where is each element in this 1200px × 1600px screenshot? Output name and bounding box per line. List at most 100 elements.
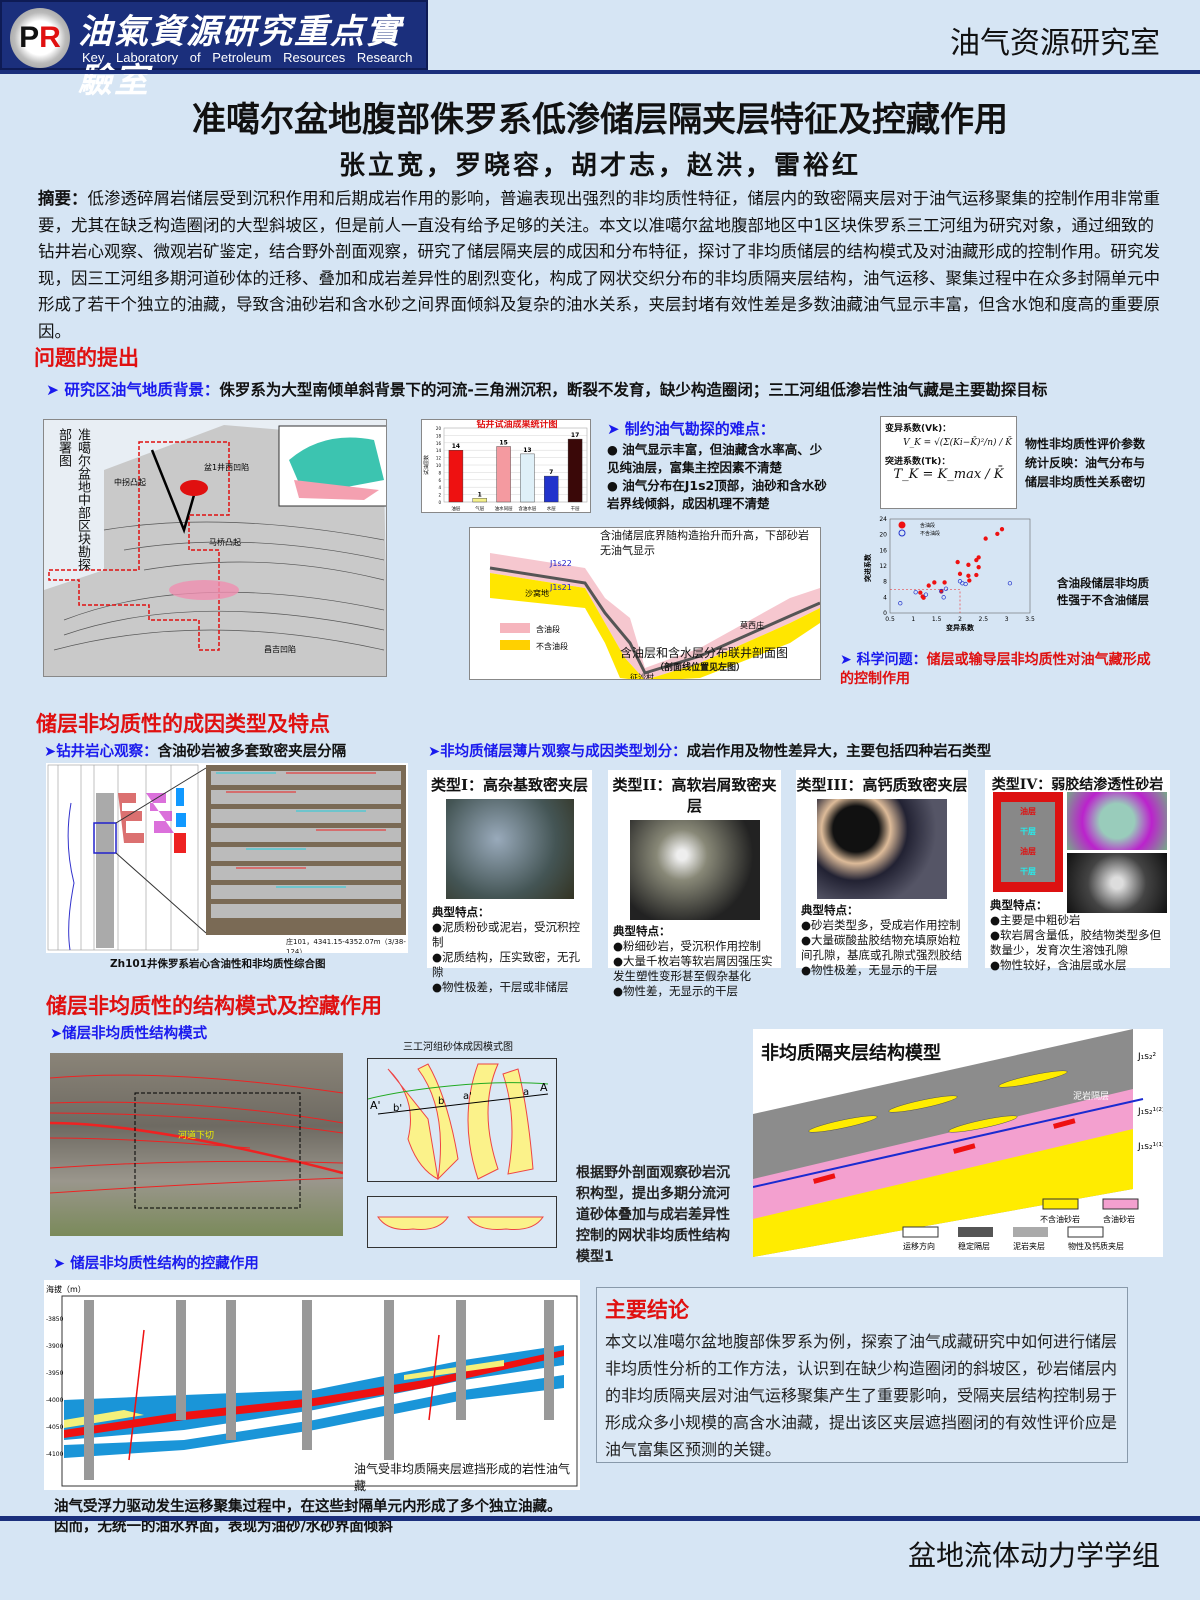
chart-title: 钻井试油成果统计图 bbox=[476, 420, 557, 430]
bar-value-label: 7 bbox=[549, 469, 553, 476]
thin-section-photo bbox=[445, 799, 574, 899]
feat-item: ●物性较好，含油层或水层 bbox=[990, 958, 1127, 972]
data-point bbox=[957, 571, 963, 576]
section-caption: 含油层和含水层分布联井剖面图 bbox=[620, 646, 789, 660]
y-tick-label: 16 bbox=[436, 441, 442, 446]
bg-label: 研究区油气地质背景： bbox=[64, 381, 220, 399]
pattern-cross-drawing bbox=[377, 1216, 544, 1230]
data-point bbox=[995, 531, 1000, 537]
data-point bbox=[921, 595, 926, 600]
y-tick-label: 14 bbox=[436, 448, 442, 453]
logo-cn: 油氣資源研究重点實驗室 bbox=[78, 12, 402, 101]
sub1-text: 储层非均质性结构模式 bbox=[62, 1026, 208, 1042]
type-title: 类型I：高杂基致密夹层 bbox=[430, 776, 589, 794]
model-title: 非均质隔夹层结构模型 bbox=[761, 1043, 941, 1064]
exploration-map: 盆1井西凹陷 马桥凸起 中拐凸起 昌吉凹陷 准噶尔盆地中部区块勘探部署图 bbox=[43, 419, 387, 677]
conclusion-box: 主要结论 本文以准噶尔盆地腹部侏罗系为例，探索了油气成藏研究中如何进行储层非均质… bbox=[596, 1287, 1128, 1463]
bar bbox=[567, 438, 583, 503]
core-label-oil: 油层 bbox=[1020, 847, 1036, 856]
bar-value-label: 13 bbox=[523, 447, 531, 454]
poster-title: 准噶尔盆地腹部侏罗系低渗储层隔夹层特征及控藏作用 bbox=[192, 100, 1008, 140]
data-point bbox=[923, 592, 929, 597]
x-tick-label: 水层 bbox=[547, 505, 556, 512]
abstract-text: 低渗透碎屑岩储层受到沉积作用和后期成岩作用的影响，普遍表现出强烈的非均质性特征，… bbox=[38, 189, 1160, 341]
feat-text: 物性较好，含油层或水层 bbox=[1000, 958, 1127, 972]
core-label-dry: 干层 bbox=[1020, 867, 1036, 876]
map-label-1: 盆1井西凹陷 bbox=[204, 462, 249, 472]
reference-line bbox=[890, 589, 961, 613]
type4-features: 典型特点： ●主要是中粗砂岩 ●软岩屑含量低，胶结物类型多但数量少，发育次生溶蚀… bbox=[985, 898, 1170, 973]
ytick: -3900 bbox=[46, 1343, 64, 1350]
model-layer-3: J₁s₂¹⁽¹⁾ bbox=[1137, 1142, 1163, 1152]
feat-text: 物性极差，无显示的干层 bbox=[811, 963, 938, 977]
bar bbox=[496, 446, 511, 503]
authors: 张立宽，罗晓容，胡才志，赵洪，雷裕红 bbox=[338, 151, 861, 181]
pattern-drawing: A' Aa a' b b' bbox=[367, 1063, 549, 1181]
tk-formula: T_K = K_max / K̄ bbox=[893, 467, 1004, 482]
data-point bbox=[966, 573, 971, 578]
legend-label: 含油段 bbox=[920, 522, 935, 529]
y-tick-label: 16 bbox=[879, 547, 887, 554]
core-label-dry: 干层 bbox=[1020, 827, 1036, 836]
y-tick-label: 20 bbox=[879, 532, 887, 539]
x-axis-label: 变异系数 bbox=[946, 623, 975, 632]
thin-section-photo bbox=[817, 799, 947, 899]
xsec-axis-label: 海拔（m） bbox=[46, 1284, 86, 1294]
abstract: 摘要：低渗透碎屑岩储层受到沉积作用和后期成岩作用的影响，普遍表现出强烈的非均质性… bbox=[38, 186, 1163, 345]
x-tick-label: 油水同层 bbox=[495, 505, 513, 512]
label-b: b bbox=[438, 1096, 444, 1107]
map-label-2: 马桥凸起 bbox=[209, 537, 241, 547]
data-point bbox=[941, 595, 946, 600]
data-point bbox=[963, 581, 968, 587]
ytick: -4050 bbox=[46, 1424, 64, 1431]
y-tick-label: 24 bbox=[879, 516, 887, 523]
data-point bbox=[898, 601, 903, 606]
legend-stable: 稳定隔层 bbox=[958, 1241, 990, 1251]
scatter-chart: 0.5 1 1.5 2 2.5 3 3.5 0 4 8 12 16 20 24 变异系数 突进系数 含油段不含油… bbox=[863, 516, 1035, 632]
legend-mud: 泥岩夹层 bbox=[1013, 1241, 1045, 1251]
pattern-text: 根据野外剖面观察砂岩沉积构型，提出多期分流河道砂体叠加与成岩差异性控制的网状非均… bbox=[576, 1165, 730, 1265]
data-point bbox=[983, 536, 988, 541]
bar-chart-panel: 0 2 4 6 8 10 12 14 16 18 20 试油层数 14 油层 1 气层 15 油水同层 13 含油水层… bbox=[421, 418, 591, 513]
plot-area bbox=[889, 518, 1031, 614]
feat-label: 典型特点： bbox=[613, 924, 671, 938]
core-photo-caption: 庄101，4341.15-4352.07m（3/38-124） bbox=[286, 938, 406, 953]
data-point bbox=[976, 555, 981, 560]
label-b-prime: b' bbox=[393, 1103, 402, 1114]
x-tick-label: 0.5 bbox=[885, 616, 895, 623]
legend-calc: 物性及钙质夹层 bbox=[1068, 1241, 1124, 1251]
feat-item: ●物性差，无显示的干层 bbox=[613, 984, 739, 998]
feat-label: 典型特点： bbox=[801, 903, 859, 917]
data-point bbox=[955, 559, 960, 565]
conclusion-text: 本文以准噶尔盆地腹部侏罗系为例，探索了油气成藏研究中如何进行储层非均质性分析的工… bbox=[605, 1332, 1118, 1459]
data-point bbox=[939, 588, 944, 594]
group-name: 盆地流体动力学学组 bbox=[907, 1539, 1160, 1572]
feat-text: 大量碳酸盐胶结物充填原始粒间孔隙，基底或孔隙式强烈胶结 bbox=[801, 933, 962, 962]
map-label-4: 昌吉凹陷 bbox=[264, 644, 296, 654]
legend-nonoil-sand: 不含油砂岩 bbox=[1040, 1214, 1080, 1224]
y-tick-label: 2 bbox=[438, 493, 441, 498]
legend-oil-sand: 含油砂岩 bbox=[1103, 1214, 1135, 1224]
bar bbox=[520, 453, 535, 503]
area-3: 莫西庄 bbox=[740, 620, 764, 630]
tk-label: 突进系数(Tk)： bbox=[885, 457, 951, 467]
abstract-label: 摘要： bbox=[38, 189, 88, 208]
legend-marker bbox=[898, 529, 906, 537]
feat-label: 典型特点： bbox=[990, 898, 1048, 912]
map-drawing: 盆1井西凹陷 马桥凸起 中拐凸起 昌吉凹陷 bbox=[44, 425, 386, 676]
x-tick-label: 2 bbox=[958, 616, 962, 623]
well-section-drawing: 含油段 不含油段 沙窝地 征沙村 莫西庄 J1s22 J1s21 bbox=[489, 553, 820, 679]
feat-item: ●泥质结构，压实致密，无孔隙 bbox=[432, 950, 581, 979]
y-tick-label: 0 bbox=[438, 500, 441, 505]
layer-1: J1s22 bbox=[549, 559, 572, 568]
section1-heading: 问题的提出 bbox=[34, 346, 139, 370]
core-label: 钻井岩心观察： bbox=[56, 744, 158, 760]
difficulty-block: ➤ 制约油气勘探的难点： ● 油气显示丰富，但油藏含水率高、少见纯油层，富集主控… bbox=[607, 418, 832, 513]
feat-item: ●粉细砂岩，受沉积作用控制 bbox=[613, 939, 762, 953]
feat-text: 主要是中粗砂岩 bbox=[1000, 913, 1081, 927]
y-axis-label: 突进系数 bbox=[863, 553, 872, 582]
data-point bbox=[943, 586, 949, 591]
mud-label: 泥岩隔层 bbox=[1073, 1090, 1109, 1102]
core-sample: 油层 干层 油层 干层 bbox=[1001, 802, 1055, 882]
